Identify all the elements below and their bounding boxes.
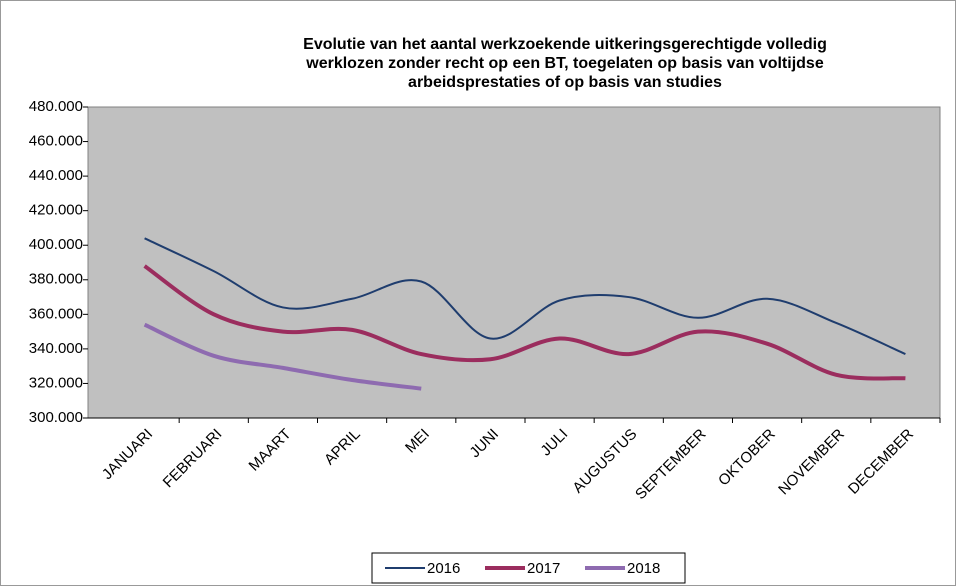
chart-title: Evolutie van het aantal werkzoekende uit… xyxy=(303,36,827,53)
y-tick-label: 380.000 xyxy=(29,271,83,288)
chart-title: arbeidsprestaties of op basis van studie… xyxy=(408,74,722,91)
y-tick-label: 480.000 xyxy=(29,98,83,115)
y-tick-label: 300.000 xyxy=(29,409,83,426)
y-tick-label: 340.000 xyxy=(29,340,83,357)
series-line xyxy=(143,264,906,381)
legend-label: 2016 xyxy=(427,560,460,577)
y-tick-label: 320.000 xyxy=(29,374,83,391)
plot-area xyxy=(87,106,941,419)
y-tick-label: 440.000 xyxy=(29,167,83,184)
y-tick-label: 400.000 xyxy=(29,236,83,253)
series-line xyxy=(144,237,906,355)
legend-label: 2018 xyxy=(627,560,660,577)
series-line xyxy=(143,322,422,391)
y-tick-label: 360.000 xyxy=(29,305,83,322)
legend-label: 2017 xyxy=(527,560,560,577)
y-tick-label: 420.000 xyxy=(29,202,83,219)
y-tick-label: 460.000 xyxy=(29,133,83,150)
chart-title: werklozen zonder recht op een BT, toegel… xyxy=(305,55,824,72)
